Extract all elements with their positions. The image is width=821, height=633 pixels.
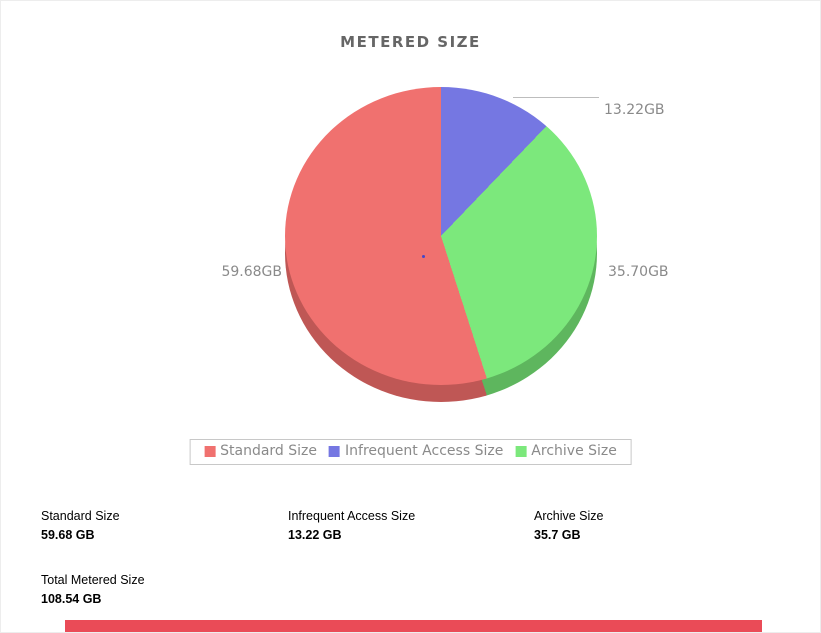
stat-value: 13.22 GB [288,528,342,542]
pie-center-dot [422,255,425,258]
stat-value: 108.54 GB [41,592,102,606]
stat-archive: Archive Size 35.7 GB [534,509,603,542]
chart-legend: Standard Size Infrequent Access Size Arc… [189,439,632,465]
stat-label: Infrequent Access Size [288,509,416,523]
pie-chart [285,87,597,402]
legend-item-infrequent[interactable]: Infrequent Access Size [329,443,503,459]
legend-label-standard: Standard Size [220,443,318,459]
stat-label: Archive Size [534,509,604,523]
legend-swatch-infrequent [329,445,341,457]
stat-label: Total Metered Size [41,573,145,587]
leader-line-infrequent [513,97,599,98]
chart-title: METERED SIZE [340,33,481,51]
slice-label-standard: 59.68GB [221,264,282,280]
legend-label-infrequent: Infrequent Access Size [345,443,504,459]
legend-swatch-standard [204,445,216,457]
stat-value: 59.68 GB [41,528,95,542]
stat-total: Total Metered Size 108.54 GB [41,573,145,606]
legend-label-archive: Archive Size [531,443,617,459]
legend-item-archive[interactable]: Archive Size [515,443,617,459]
legend-item-standard[interactable]: Standard Size [204,443,317,459]
pie[interactable] [285,87,597,385]
bottom-red-bar [65,620,762,632]
stat-infrequent: Infrequent Access Size 13.22 GB [288,509,415,542]
stat-label: Standard Size [41,509,120,523]
slice-label-archive: 35.70GB [608,264,669,280]
stat-standard: Standard Size 59.68 GB [41,509,120,542]
slice-label-infrequent: 13.22GB [604,102,665,118]
legend-swatch-archive [515,445,527,457]
stat-value: 35.7 GB [534,528,581,542]
